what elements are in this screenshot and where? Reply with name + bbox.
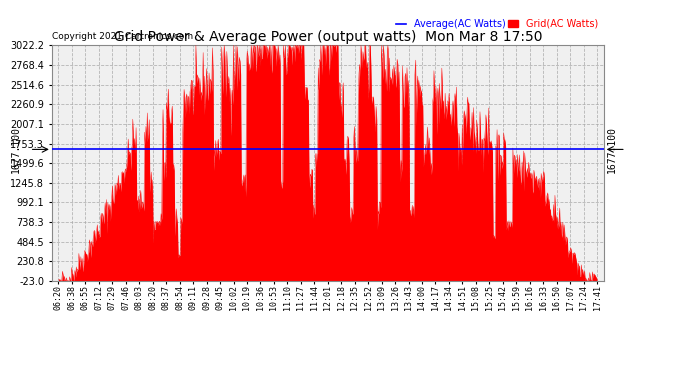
- Legend: Average(AC Watts), Grid(AC Watts): Average(AC Watts), Grid(AC Watts): [395, 18, 599, 30]
- Title: Grid Power & Average Power (output watts)  Mon Mar 8 17:50: Grid Power & Average Power (output watts…: [113, 30, 542, 44]
- Text: Copyright 2021 Cartronics.com: Copyright 2021 Cartronics.com: [52, 32, 193, 41]
- Text: 1677.100: 1677.100: [11, 126, 21, 173]
